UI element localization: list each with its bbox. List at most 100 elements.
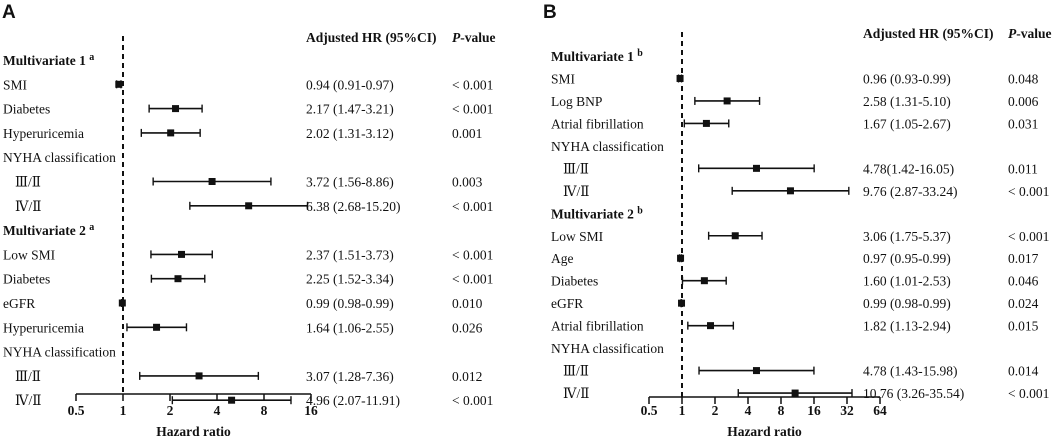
x-tick-label: 8 (778, 403, 785, 418)
row-label: NYHA classification (551, 341, 664, 356)
subgroup-heading: NYHA classification (3, 345, 116, 360)
row-label: eGFR (3, 296, 35, 311)
x-tick-label: 32 (840, 403, 854, 418)
hr-ci-value: 2.37 (1.51-3.73) (306, 247, 394, 262)
row-label: Ⅲ/Ⅱ (563, 161, 589, 176)
x-tick-label: 2 (167, 403, 174, 418)
hr-ci-value: 0.94 (0.91-0.97) (306, 77, 394, 92)
subgroup-heading: NYHA classification (551, 341, 664, 356)
hr-point (723, 97, 731, 105)
hr-point (208, 178, 216, 185)
forest-row: Ⅲ/Ⅱ 4.78 (1.43-15.98) 0.014 (563, 364, 1039, 379)
row-label: Low SMI (3, 247, 56, 262)
hr-ci-value: 4.96 (2.07-11.91) (306, 393, 400, 408)
hr-ci-value: 4.78 (1.43-15.98) (863, 364, 958, 379)
hr-ci-value: 3.07 (1.28-7.36) (306, 369, 394, 384)
hr-point (677, 254, 685, 262)
p-value: 0.017 (1008, 251, 1039, 266)
forest-row: Low SMI 3.06 (1.75-5.37) < 0.001 (551, 229, 1049, 244)
x-tick-label: 4 (214, 403, 221, 418)
row-label: NYHA classification (551, 139, 664, 154)
forest-row: Atrial fibrillation 1.67 (1.05-2.67) 0.031 (551, 116, 1038, 131)
x-axis-title: Hazard ratio (727, 424, 802, 439)
hr-ci-value: 6.38 (2.68-15.20) (306, 199, 401, 214)
p-value: 0.015 (1008, 319, 1039, 334)
hr-ci-value: 1.67 (1.05-2.67) (863, 116, 951, 131)
p-value: < 0.001 (452, 199, 493, 214)
hr-column-header: Adjusted HR (95%CI) (863, 26, 994, 41)
section-header: Multivariate 1 a (3, 52, 94, 69)
hr-ci-value: 0.97 (0.95-0.99) (863, 251, 951, 266)
section-title: Multivariate 2 b (551, 205, 643, 222)
hr-point (752, 164, 760, 172)
x-tick-label: 8 (261, 403, 268, 418)
row-label: eGFR (551, 296, 583, 311)
hr-ci-value: 10.76 (3.26-35.54) (863, 386, 964, 401)
p-value-column-header: P-value (452, 30, 496, 45)
subgroup-heading: NYHA classification (551, 139, 664, 154)
p-value: < 0.001 (452, 102, 493, 117)
forest-row: Diabetes 2.17 (1.47-3.21) < 0.001 (3, 102, 493, 117)
forest-panel-a: A Adjusted HR (95%CI) P-value Multivariate … (2, 2, 496, 439)
hr-point (115, 80, 123, 88)
row-label: Atrial fibrillation (551, 319, 644, 334)
forest-row: Ⅳ/Ⅱ 4.96 (2.07-11.91) < 0.001 (15, 393, 493, 408)
forest-row: Ⅳ/Ⅱ 9.76 (2.87-33.24) < 0.001 (563, 184, 1049, 199)
x-tick-label: 1 (120, 403, 127, 418)
row-label: Ⅳ/Ⅱ (563, 386, 589, 401)
p-value: 0.026 (452, 320, 483, 335)
hr-ci-value: 2.02 (1.31-3.12) (306, 126, 394, 141)
panel-label: A (2, 2, 16, 23)
hr-ci-value: 2.58 (1.31-5.10) (863, 94, 951, 109)
x-tick-label: 16 (807, 403, 821, 418)
hr-point (786, 187, 794, 195)
p-value: 0.012 (452, 369, 482, 384)
hr-point (791, 389, 799, 397)
row-label: Ⅲ/Ⅱ (563, 364, 589, 379)
section-title: Multivariate 1 a (3, 52, 94, 69)
x-tick-label: 64 (873, 403, 887, 418)
panel-label: B (543, 2, 557, 23)
hr-point (195, 372, 203, 380)
hr-point (752, 367, 760, 375)
hr-point (731, 232, 739, 240)
forest-row: Ⅲ/Ⅱ 3.07 (1.28-7.36) 0.012 (15, 369, 482, 384)
forest-row: Low SMI 2.37 (1.51-3.73) < 0.001 (3, 247, 493, 262)
hr-point (676, 74, 684, 82)
hr-ci-value: 0.99 (0.98-0.99) (306, 296, 394, 311)
row-label: Ⅳ/Ⅱ (15, 199, 41, 214)
forest-row: Ⅳ/Ⅱ 10.76 (3.26-35.54) < 0.001 (563, 386, 1049, 401)
row-label: Ⅳ/Ⅱ (15, 393, 41, 408)
hr-point (245, 202, 253, 210)
row-label: Low SMI (551, 229, 604, 244)
x-axis-title: Hazard ratio (156, 424, 231, 439)
p-value: < 0.001 (1008, 386, 1049, 401)
row-label: Diabetes (551, 274, 598, 289)
hr-point (174, 275, 182, 283)
section-title: Multivariate 1 b (551, 48, 643, 65)
hr-point (178, 250, 186, 258)
forest-row: Hyperuricemia 2.02 (1.31-3.12) 0.001 (3, 126, 482, 141)
row-label: Diabetes (3, 102, 50, 117)
section-header: Multivariate 2 b (551, 205, 643, 222)
hr-point (172, 105, 180, 113)
row-label: SMI (551, 71, 576, 86)
forest-row: Age 0.97 (0.95-0.99) 0.017 (551, 251, 1039, 266)
p-value: 0.014 (1008, 364, 1039, 379)
hr-ci-value: 1.82 (1.13-2.94) (863, 319, 951, 334)
p-value: 0.048 (1008, 71, 1039, 86)
row-label: Ⅲ/Ⅱ (15, 369, 41, 384)
x-axis: 0.5 1 2 4 8 16 32 64 Hazard ratio (641, 396, 887, 439)
forest-row: SMI 0.94 (0.91-0.97) < 0.001 (3, 77, 493, 92)
p-value: < 0.001 (452, 77, 493, 92)
forest-row: eGFR 0.99 (0.98-0.99) 0.010 (3, 296, 483, 311)
row-label: Ⅲ/Ⅱ (15, 175, 41, 190)
hr-point (118, 299, 126, 307)
p-value: < 0.001 (1008, 184, 1049, 199)
hr-ci-value: 3.72 (1.56-8.86) (306, 175, 394, 190)
forest-row: Hyperuricemia 1.64 (1.06-2.55) 0.026 (3, 320, 483, 335)
hr-ci-value: 3.06 (1.75-5.37) (863, 229, 951, 244)
hr-point (167, 129, 175, 137)
hr-ci-value: 1.60 (1.01-2.53) (863, 274, 951, 289)
